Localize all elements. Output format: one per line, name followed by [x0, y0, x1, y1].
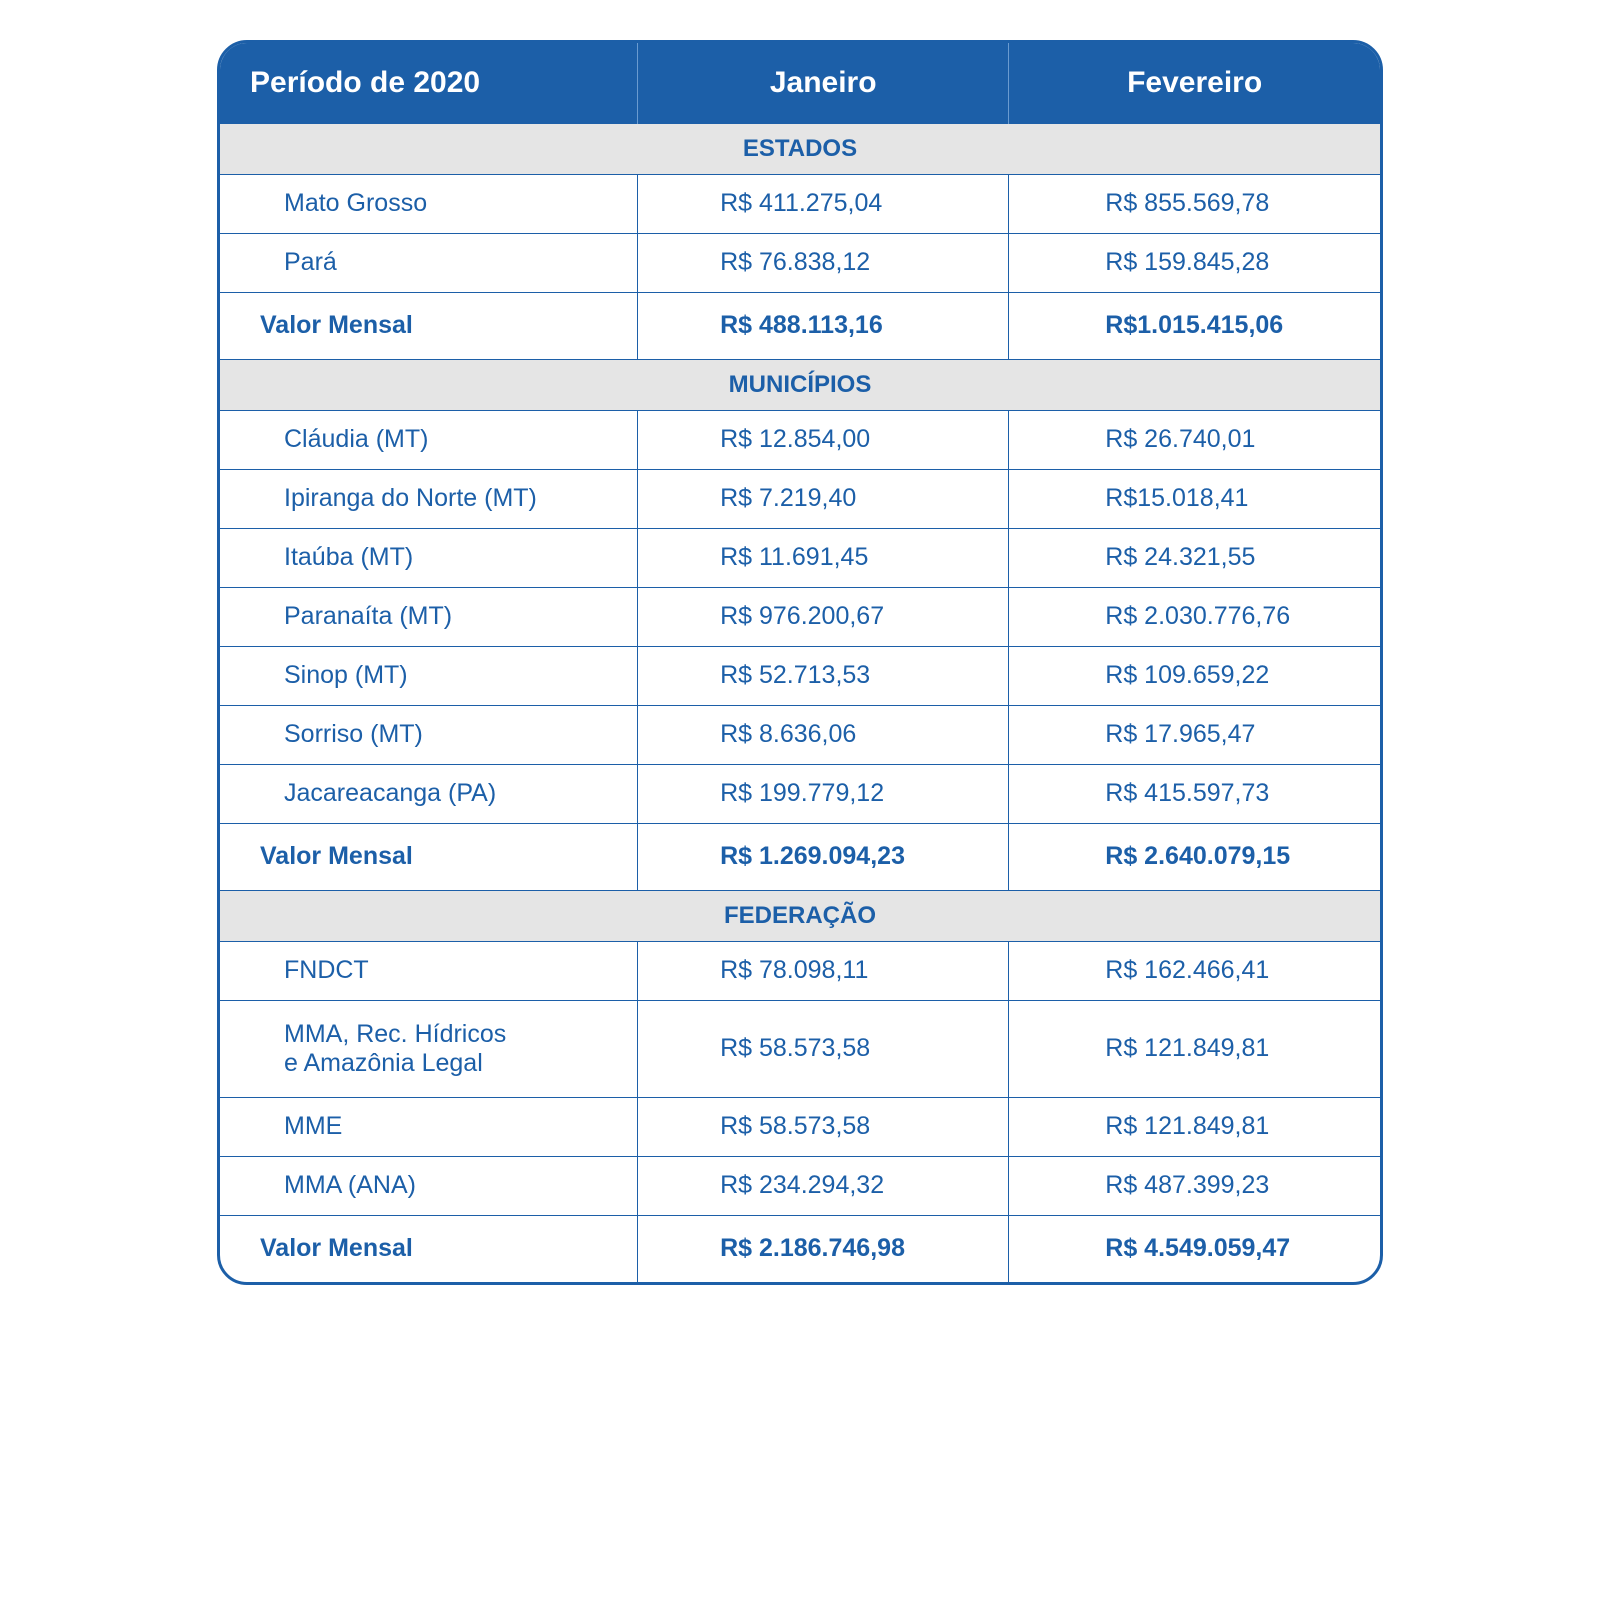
row-name: MMA, Rec. Hídricose Amazônia Legal	[220, 1000, 638, 1097]
row-value-jan: R$ 76.838,12	[638, 233, 1009, 292]
row-value-jan: R$ 976.200,67	[638, 587, 1009, 646]
row-value-fev: R$ 415.597,73	[1009, 764, 1380, 823]
total-value-fev: R$1.015.415,06	[1009, 292, 1380, 359]
table-row: Itaúba (MT)R$ 11.691,45R$ 24.321,55	[220, 528, 1380, 587]
total-row: Valor MensalR$ 2.186.746,98R$ 4.549.059,…	[220, 1215, 1380, 1282]
row-name: Jacareacanga (PA)	[220, 764, 638, 823]
table-row: Jacareacanga (PA)R$ 199.779,12R$ 415.597…	[220, 764, 1380, 823]
row-value-jan: R$ 7.219,40	[638, 469, 1009, 528]
table-row: Paranaíta (MT)R$ 976.200,67R$ 2.030.776,…	[220, 587, 1380, 646]
total-value-jan: R$ 1.269.094,23	[638, 823, 1009, 890]
row-value-jan: R$ 78.098,11	[638, 941, 1009, 1000]
row-value-fev: R$ 26.740,01	[1009, 410, 1380, 469]
table-row: Sorriso (MT)R$ 8.636,06R$ 17.965,47	[220, 705, 1380, 764]
row-value-fev: R$ 2.030.776,76	[1009, 587, 1380, 646]
total-label: Valor Mensal	[220, 823, 638, 890]
row-name: FNDCT	[220, 941, 638, 1000]
header-period: Período de 2020	[220, 43, 638, 123]
row-value-jan: R$ 11.691,45	[638, 528, 1009, 587]
table-row: MMA, Rec. Hídricose Amazônia LegalR$ 58.…	[220, 1000, 1380, 1097]
row-value-jan: R$ 8.636,06	[638, 705, 1009, 764]
table-body: ESTADOSMato GrossoR$ 411.275,04R$ 855.56…	[220, 123, 1380, 1282]
row-name: Paranaíta (MT)	[220, 587, 638, 646]
table-row: Sinop (MT)R$ 52.713,53R$ 109.659,22	[220, 646, 1380, 705]
row-name: Itaúba (MT)	[220, 528, 638, 587]
row-value-fev: R$ 109.659,22	[1009, 646, 1380, 705]
row-value-fev: R$15.018,41	[1009, 469, 1380, 528]
row-value-fev: R$ 17.965,47	[1009, 705, 1380, 764]
row-value-fev: R$ 855.569,78	[1009, 174, 1380, 233]
total-label: Valor Mensal	[220, 1215, 638, 1282]
row-value-jan: R$ 199.779,12	[638, 764, 1009, 823]
table-row: Ipiranga do Norte (MT)R$ 7.219,40R$15.01…	[220, 469, 1380, 528]
row-name: Pará	[220, 233, 638, 292]
table-row: MMER$ 58.573,58R$ 121.849,81	[220, 1097, 1380, 1156]
row-value-jan: R$ 58.573,58	[638, 1097, 1009, 1156]
total-value-jan: R$ 2.186.746,98	[638, 1215, 1009, 1282]
row-value-fev: R$ 121.849,81	[1009, 1097, 1380, 1156]
row-value-fev: R$ 159.845,28	[1009, 233, 1380, 292]
row-value-jan: R$ 12.854,00	[638, 410, 1009, 469]
row-value-jan: R$ 52.713,53	[638, 646, 1009, 705]
header-month-2: Fevereiro	[1009, 43, 1380, 123]
finance-table-container: Período de 2020 Janeiro Fevereiro ESTADO…	[217, 40, 1383, 1285]
row-value-jan: R$ 411.275,04	[638, 174, 1009, 233]
header-month-1: Janeiro	[638, 43, 1009, 123]
table-row: Mato GrossoR$ 411.275,04R$ 855.569,78	[220, 174, 1380, 233]
total-row: Valor MensalR$ 488.113,16R$1.015.415,06	[220, 292, 1380, 359]
section-header: ESTADOS	[220, 123, 1380, 174]
total-value-jan: R$ 488.113,16	[638, 292, 1009, 359]
row-name: MME	[220, 1097, 638, 1156]
section-header: FEDERAÇÃO	[220, 890, 1380, 941]
row-name: Sinop (MT)	[220, 646, 638, 705]
table-row: FNDCTR$ 78.098,11R$ 162.466,41	[220, 941, 1380, 1000]
total-label: Valor Mensal	[220, 292, 638, 359]
table-row: MMA (ANA)R$ 234.294,32R$ 487.399,23	[220, 1156, 1380, 1215]
table-header-row: Período de 2020 Janeiro Fevereiro	[220, 43, 1380, 123]
row-value-fev: R$ 487.399,23	[1009, 1156, 1380, 1215]
total-value-fev: R$ 4.549.059,47	[1009, 1215, 1380, 1282]
row-value-fev: R$ 24.321,55	[1009, 528, 1380, 587]
row-value-fev: R$ 121.849,81	[1009, 1000, 1380, 1097]
row-name: Mato Grosso	[220, 174, 638, 233]
table-row: ParáR$ 76.838,12R$ 159.845,28	[220, 233, 1380, 292]
total-value-fev: R$ 2.640.079,15	[1009, 823, 1380, 890]
table-row: Cláudia (MT)R$ 12.854,00R$ 26.740,01	[220, 410, 1380, 469]
row-name: MMA (ANA)	[220, 1156, 638, 1215]
row-name: Ipiranga do Norte (MT)	[220, 469, 638, 528]
row-value-fev: R$ 162.466,41	[1009, 941, 1380, 1000]
total-row: Valor MensalR$ 1.269.094,23R$ 2.640.079,…	[220, 823, 1380, 890]
row-value-jan: R$ 234.294,32	[638, 1156, 1009, 1215]
finance-table: Período de 2020 Janeiro Fevereiro ESTADO…	[220, 43, 1380, 1282]
section-header: MUNICÍPIOS	[220, 359, 1380, 410]
row-name: Sorriso (MT)	[220, 705, 638, 764]
row-value-jan: R$ 58.573,58	[638, 1000, 1009, 1097]
row-name: Cláudia (MT)	[220, 410, 638, 469]
